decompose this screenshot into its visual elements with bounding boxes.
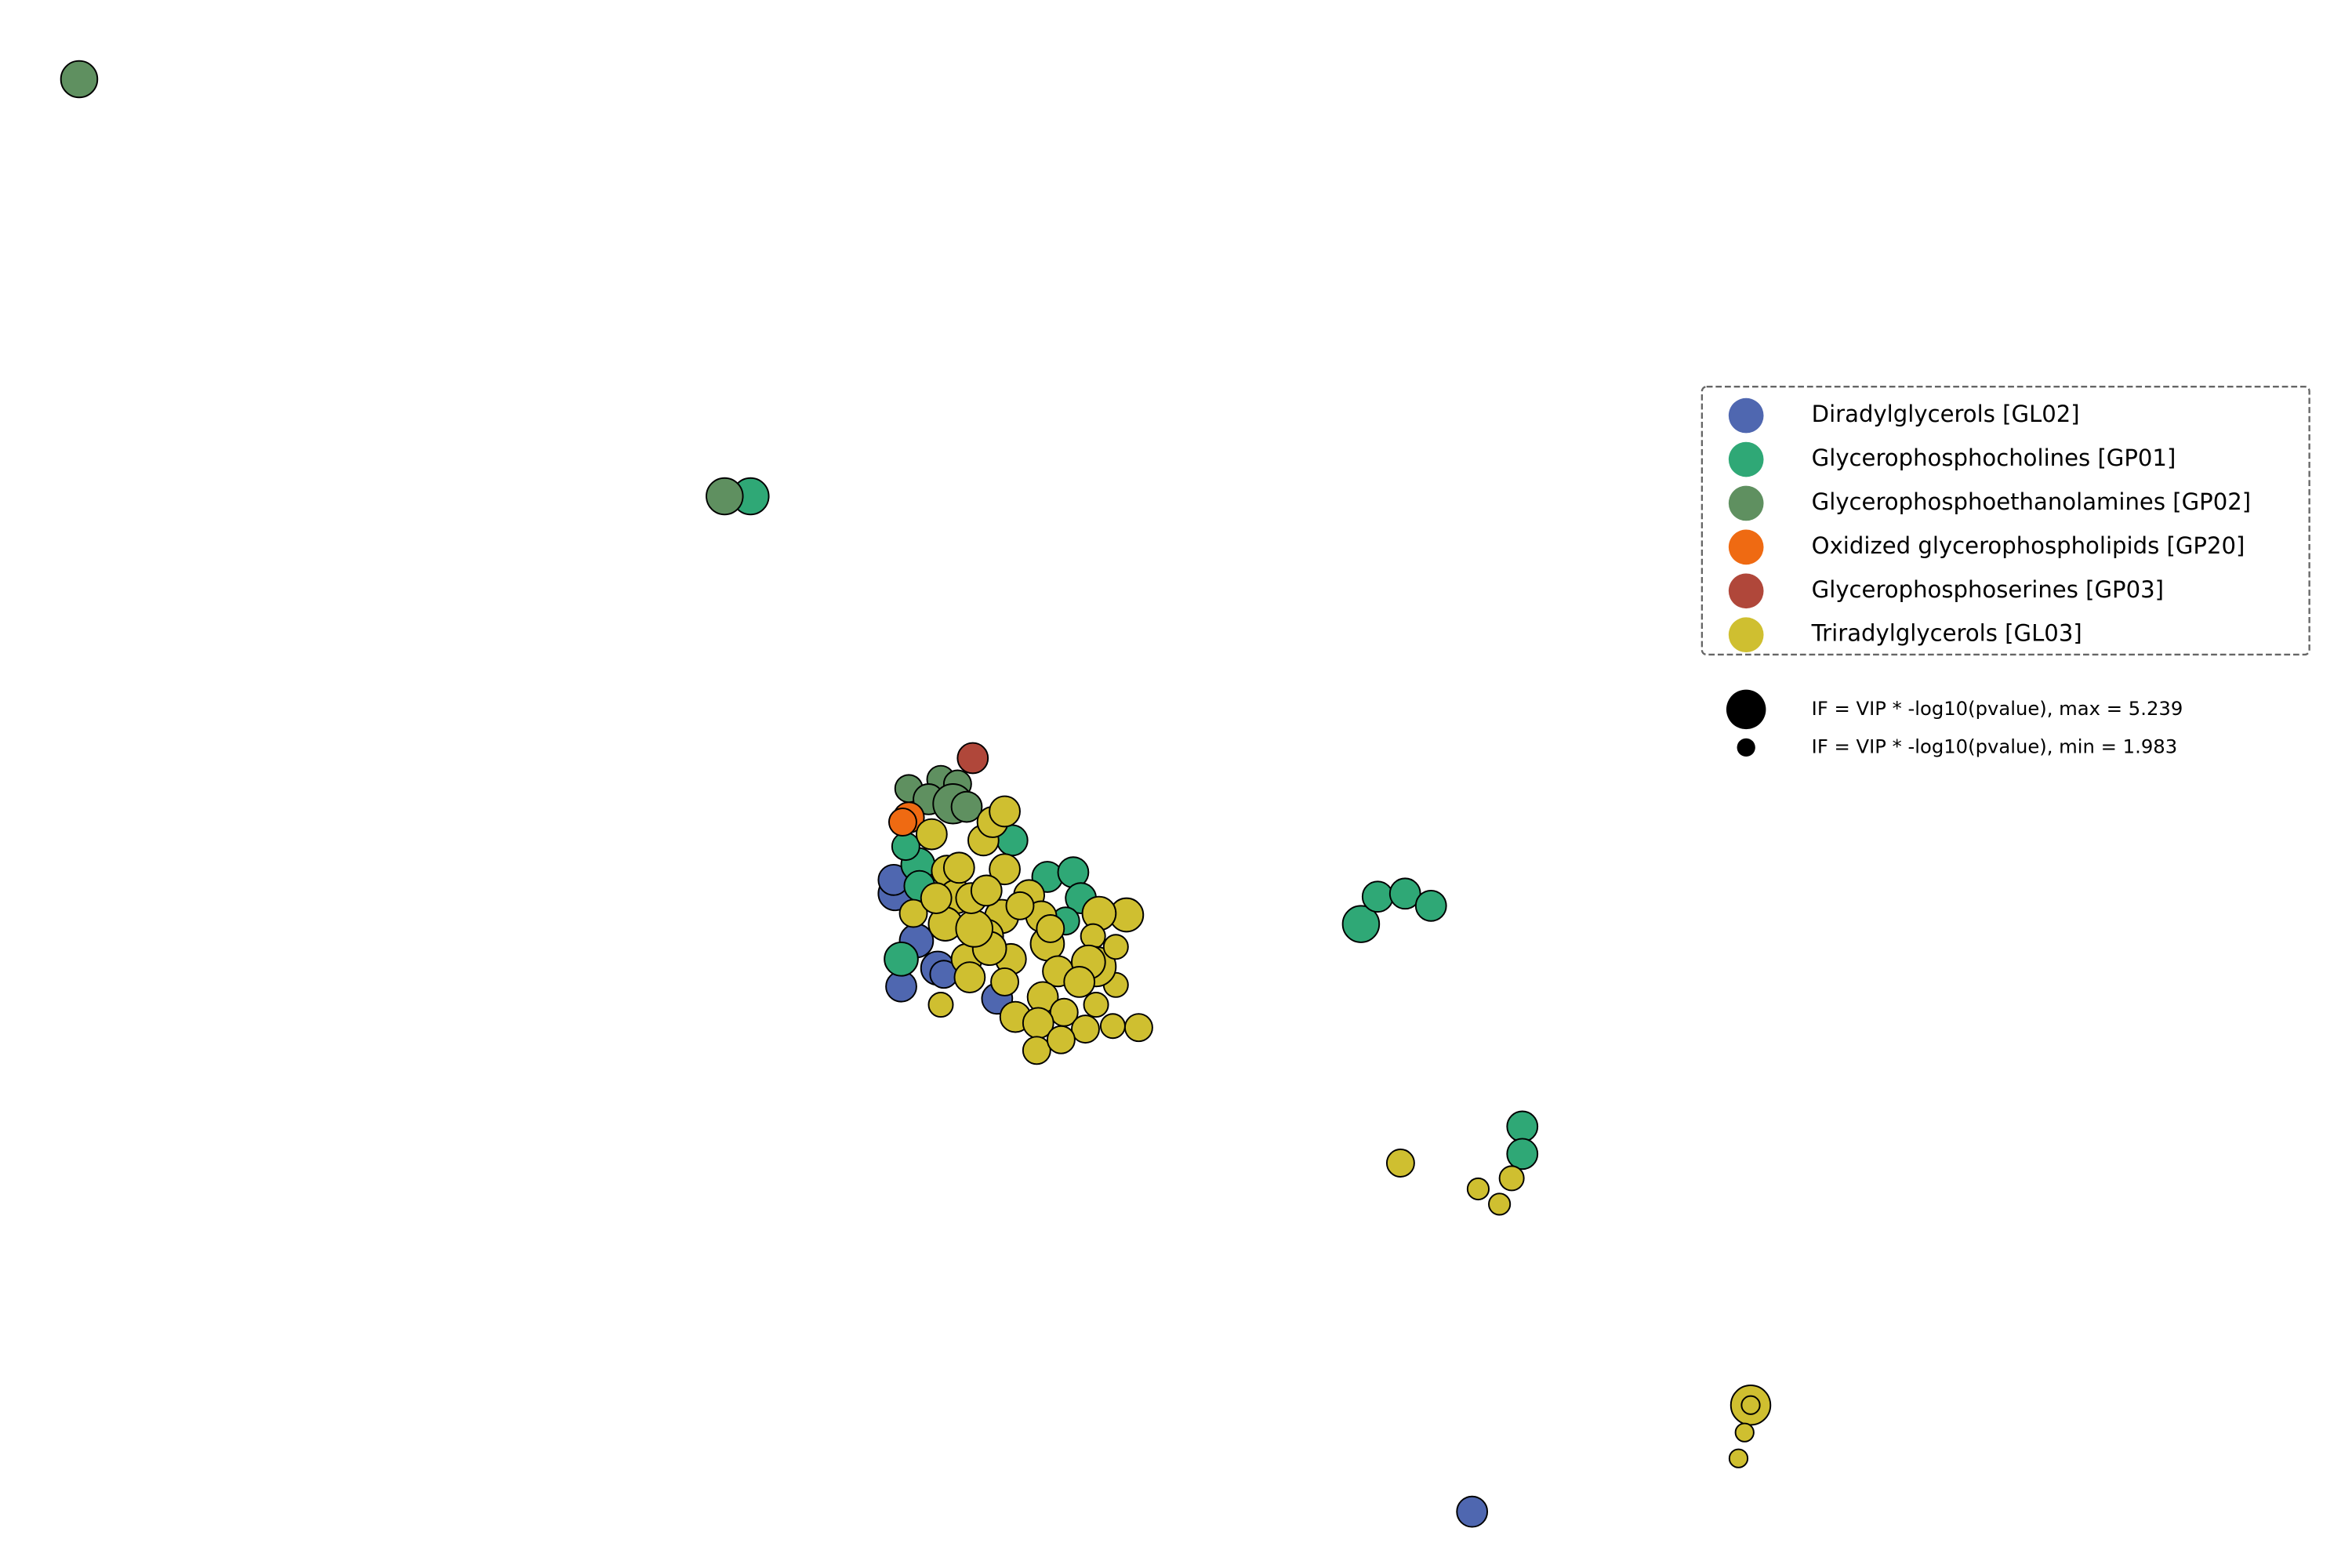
data-point xyxy=(1740,1395,1761,1415)
legend-label: Oxidized glycerophospholipids [GP20] xyxy=(1812,532,2245,559)
data-point xyxy=(1123,1013,1153,1043)
data-point xyxy=(891,832,920,862)
data-point xyxy=(1728,1448,1749,1468)
data-point xyxy=(915,818,948,851)
legend-marker xyxy=(1728,529,1764,565)
data-point xyxy=(1083,992,1109,1018)
legend-label: Glycerophosphoserines [GP03] xyxy=(1812,576,2164,603)
legend-label: Glycerophosphoethanolamines [GP02] xyxy=(1812,488,2251,515)
size-legend-label: IF = VIP * -log10(pvalue), min = 1.983 xyxy=(1812,735,2177,757)
data-point xyxy=(1506,1110,1539,1143)
data-point xyxy=(1456,1495,1489,1528)
data-point xyxy=(1102,934,1129,960)
data-point xyxy=(60,60,99,99)
data-point xyxy=(1466,1177,1490,1201)
data-point xyxy=(1022,1036,1051,1065)
data-point xyxy=(1414,889,1447,922)
legend-label: Glycerophosphocholines [GP01] xyxy=(1812,445,2176,471)
data-point xyxy=(1099,1013,1126,1040)
data-point xyxy=(1071,1014,1100,1044)
data-point xyxy=(1036,914,1065,943)
legend-label: Triradylglycerols [GL03] xyxy=(1811,620,2082,647)
data-point xyxy=(970,874,1003,907)
data-point xyxy=(1341,905,1381,943)
data-point xyxy=(990,967,1020,996)
data-point xyxy=(989,795,1021,828)
data-point xyxy=(888,808,917,837)
data-point xyxy=(955,909,993,948)
data-point xyxy=(1734,1422,1755,1443)
legend-label: Diradylglycerols [GL02] xyxy=(1812,401,2080,427)
data-point xyxy=(1488,1192,1512,1216)
data-point xyxy=(898,898,928,928)
data-point xyxy=(1063,966,1096,998)
size-legend-marker xyxy=(1737,738,1755,757)
data-point xyxy=(953,961,986,993)
legend-box xyxy=(1700,386,2310,656)
legend-marker xyxy=(1728,617,1764,653)
legend-marker xyxy=(1728,485,1764,521)
data-point xyxy=(1005,891,1035,920)
data-point xyxy=(1080,923,1106,949)
data-point xyxy=(884,941,919,977)
data-point xyxy=(1385,1149,1415,1178)
size-legend-marker xyxy=(1726,689,1766,730)
data-point xyxy=(1361,880,1394,913)
data-point xyxy=(989,853,1021,886)
data-point xyxy=(920,882,953,915)
size-legend-label: IF = VIP * -log10(pvalue), max = 5.239 xyxy=(1812,697,2183,720)
data-point xyxy=(1498,1165,1525,1192)
data-point xyxy=(927,992,954,1018)
legend-marker xyxy=(1728,573,1764,609)
data-point xyxy=(950,790,983,823)
data-point xyxy=(706,477,744,516)
data-point xyxy=(956,742,989,775)
legend-marker xyxy=(1728,441,1764,477)
data-point xyxy=(942,851,975,884)
data-point xyxy=(1046,1025,1076,1054)
legend-marker xyxy=(1728,397,1764,434)
data-point xyxy=(1506,1138,1539,1171)
data-point xyxy=(1388,877,1421,910)
